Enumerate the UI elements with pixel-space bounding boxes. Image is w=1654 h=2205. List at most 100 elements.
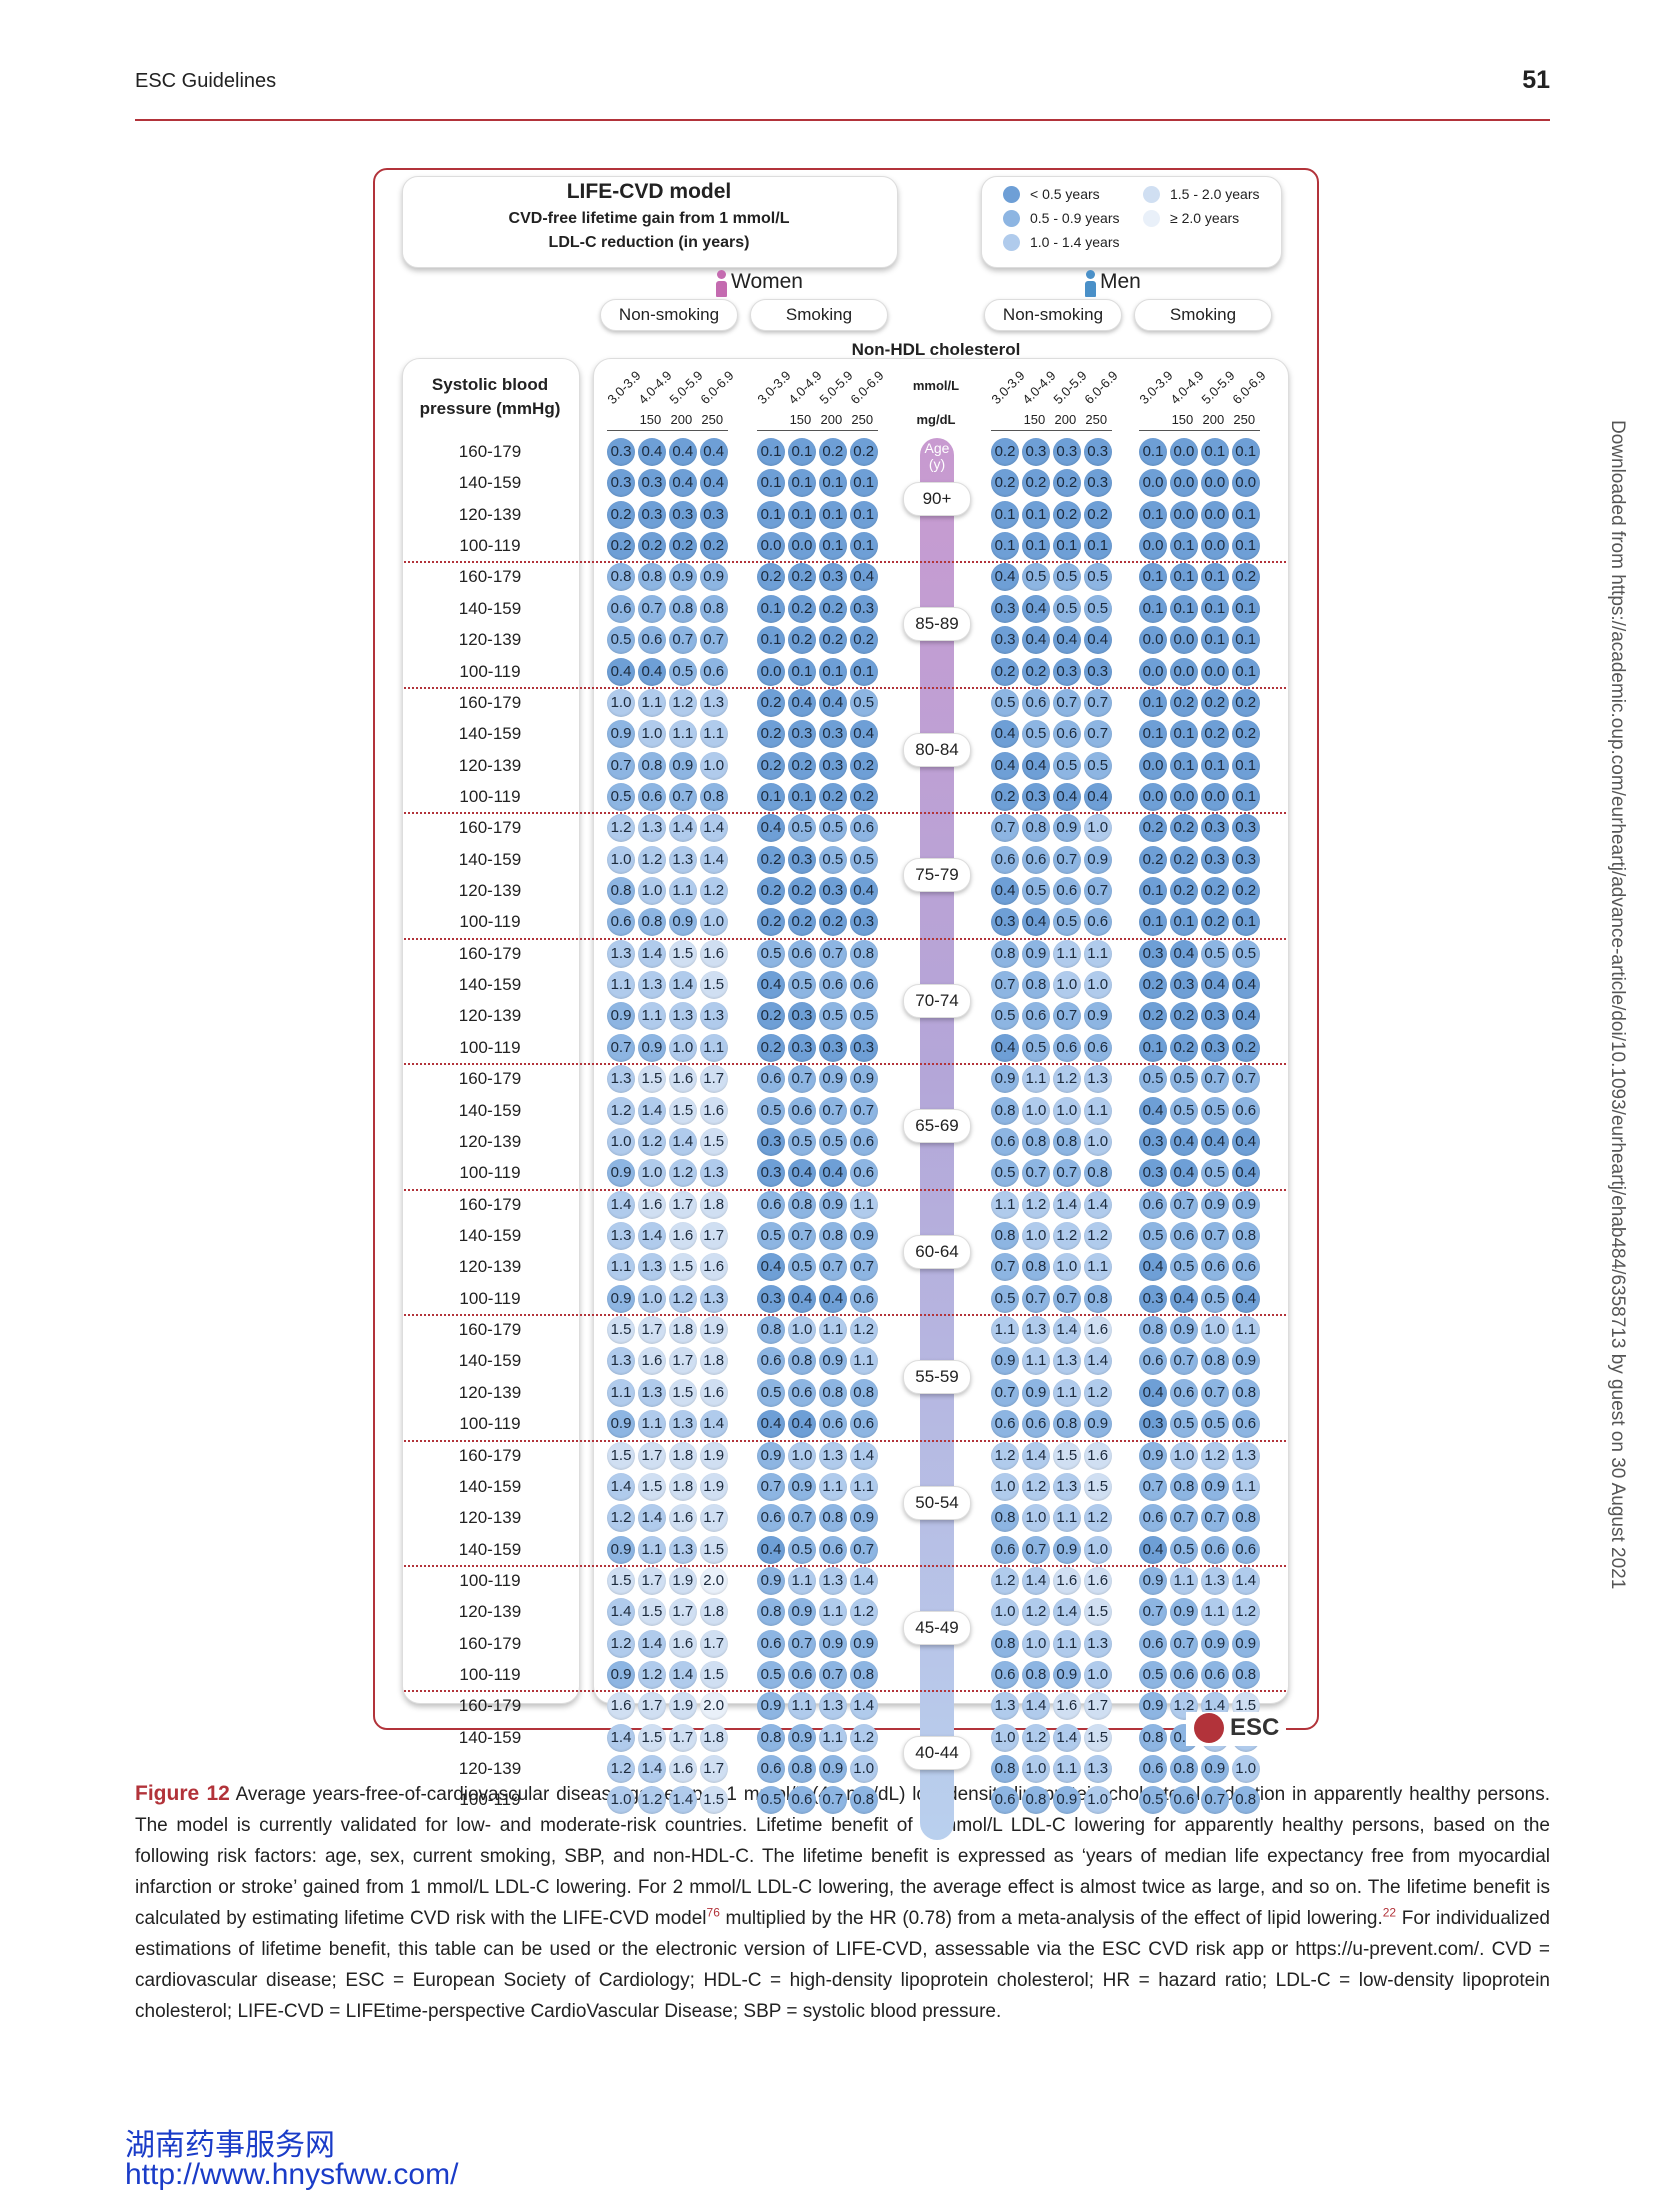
value-cell: 0.4 bbox=[818, 688, 847, 717]
value-cell: 1.6 bbox=[637, 1347, 666, 1376]
value-cell: 1.4 bbox=[668, 814, 697, 843]
running-title: ESC Guidelines bbox=[135, 70, 277, 92]
value-cell: 0.8 bbox=[849, 1786, 878, 1815]
value-cell: 0.6 bbox=[818, 1410, 847, 1439]
figure-title: LIFE-CVD model bbox=[566, 180, 732, 203]
value-cell: 1.2 bbox=[668, 1284, 697, 1313]
value-cell: 0.4 bbox=[818, 1159, 847, 1188]
value-cell: 1.8 bbox=[668, 1316, 697, 1345]
value-cell: 0.0 bbox=[787, 532, 816, 561]
value-cell: 1.2 bbox=[1083, 1378, 1112, 1407]
value-cell: 1.0 bbox=[1200, 1316, 1229, 1345]
value-cell: 1.5 bbox=[637, 1723, 666, 1752]
sbp-label: 100-119 bbox=[459, 1414, 521, 1434]
value-cell: 0.6 bbox=[1169, 1661, 1198, 1690]
value-cell: 0.5 bbox=[1200, 1159, 1229, 1188]
value-cell: 0.4 bbox=[1083, 626, 1112, 655]
value-cell: 1.1 bbox=[637, 688, 666, 717]
sbp-label: 100-119 bbox=[459, 1790, 521, 1810]
sbp-panel bbox=[402, 358, 580, 1704]
value-cell: 0.0 bbox=[1200, 532, 1229, 561]
sbp-label: 140-159 bbox=[458, 1351, 522, 1371]
value-cell: 0.4 bbox=[757, 1410, 785, 1439]
value-cell: 0.3 bbox=[787, 1002, 816, 1031]
value-cell: 1.7 bbox=[637, 1441, 666, 1470]
value-cell: 0.2 bbox=[1169, 845, 1198, 874]
value-cell: 0.1 bbox=[1231, 438, 1260, 466]
value-cell: 0.5 bbox=[1200, 1410, 1229, 1439]
value-cell: 0.3 bbox=[1200, 1033, 1229, 1062]
mgdl-tick: 150 bbox=[1023, 412, 1046, 427]
value-cell: 1.2 bbox=[991, 1566, 1019, 1595]
value-cell: 0.2 bbox=[818, 626, 847, 655]
value-cell: 0.8 bbox=[699, 594, 728, 623]
value-cell: 0.0 bbox=[1200, 469, 1229, 498]
value-cell: 2.0 bbox=[699, 1566, 728, 1595]
value-cell: 0.7 bbox=[1139, 1472, 1167, 1501]
value-cell: 1.1 bbox=[607, 1253, 635, 1282]
value-cell: 0.4 bbox=[787, 1284, 816, 1313]
value-cell: 1.3 bbox=[1052, 1472, 1081, 1501]
value-cell: 0.3 bbox=[1083, 469, 1112, 498]
value-cell: 0.7 bbox=[849, 1535, 878, 1564]
value-cell: 1.3 bbox=[699, 1159, 728, 1188]
value-cell: 0.6 bbox=[1200, 1661, 1229, 1690]
group-separator bbox=[404, 686, 1286, 689]
value-cell: 1.5 bbox=[699, 1661, 728, 1690]
value-cell: 0.6 bbox=[787, 1786, 816, 1815]
value-cell: 0.5 bbox=[1083, 563, 1112, 592]
value-cell: 0.3 bbox=[991, 908, 1019, 937]
value-cell: 1.5 bbox=[607, 1441, 635, 1470]
value-cell: 0.3 bbox=[818, 751, 847, 780]
value-cell: 1.0 bbox=[1052, 1096, 1081, 1125]
value-cell: 1.6 bbox=[668, 1755, 697, 1784]
value-cell: 0.4 bbox=[607, 657, 635, 686]
value-cell: 0.9 bbox=[1169, 1598, 1198, 1627]
value-cell: 0.3 bbox=[1139, 1127, 1167, 1156]
value-cell: 0.4 bbox=[818, 1284, 847, 1313]
value-cell: 1.5 bbox=[699, 971, 728, 1000]
value-cell: 1.1 bbox=[818, 1472, 847, 1501]
value-cell: 0.4 bbox=[1021, 594, 1050, 623]
value-cell: 0.7 bbox=[849, 1253, 878, 1282]
value-cell: 0.1 bbox=[757, 469, 785, 498]
value-cell: 1.2 bbox=[1021, 1190, 1050, 1219]
legend-box bbox=[981, 176, 1282, 268]
value-cell: 1.0 bbox=[849, 1755, 878, 1784]
value-cell: 0.1 bbox=[1231, 908, 1260, 937]
value-cell: 0.7 bbox=[1052, 1002, 1081, 1031]
value-cell: 1.7 bbox=[699, 1222, 728, 1250]
value-cell: 1.5 bbox=[699, 1535, 728, 1564]
value-cell: 0.0 bbox=[1139, 469, 1167, 498]
sbp-label: 160-179 bbox=[458, 567, 522, 587]
value-cell: 0.8 bbox=[849, 1661, 878, 1690]
value-cell: 1.4 bbox=[668, 1661, 697, 1690]
sbp-label: 120-139 bbox=[458, 881, 522, 901]
value-cell: 0.1 bbox=[991, 500, 1019, 529]
value-cell: 0.8 bbox=[699, 782, 728, 811]
sbp-label: 160-179 bbox=[458, 943, 522, 963]
value-cell: 1.7 bbox=[637, 1316, 666, 1345]
value-cell: 0.4 bbox=[1200, 1127, 1229, 1156]
legend-label: 1.0 - 1.4 years bbox=[1030, 234, 1120, 250]
value-cell: 0.1 bbox=[757, 500, 785, 529]
value-cell: 0.2 bbox=[1139, 971, 1167, 1000]
sbp-label: 160-179 bbox=[458, 692, 522, 712]
value-cell: 0.5 bbox=[991, 1002, 1019, 1031]
value-cell: 0.7 bbox=[1052, 845, 1081, 874]
value-cell: 0.3 bbox=[787, 720, 816, 749]
value-cell: 1.2 bbox=[1083, 1504, 1112, 1533]
value-cell: 1.1 bbox=[991, 1190, 1019, 1219]
value-cell: 1.1 bbox=[1231, 1472, 1260, 1501]
value-cell: 0.9 bbox=[607, 1535, 635, 1564]
value-cell: 0.6 bbox=[637, 782, 666, 811]
value-cell: 0.1 bbox=[818, 469, 847, 498]
value-cell: 0.6 bbox=[1231, 1410, 1260, 1439]
value-cell: 0.8 bbox=[1169, 1755, 1198, 1784]
value-cell: 0.4 bbox=[757, 971, 785, 1000]
value-cell: 0.9 bbox=[1200, 1472, 1229, 1501]
value-cell: 0.3 bbox=[1200, 845, 1229, 874]
value-cell: 1.3 bbox=[668, 1535, 697, 1564]
value-cell: 0.6 bbox=[1021, 1002, 1050, 1031]
value-cell: 0.9 bbox=[991, 1347, 1019, 1376]
